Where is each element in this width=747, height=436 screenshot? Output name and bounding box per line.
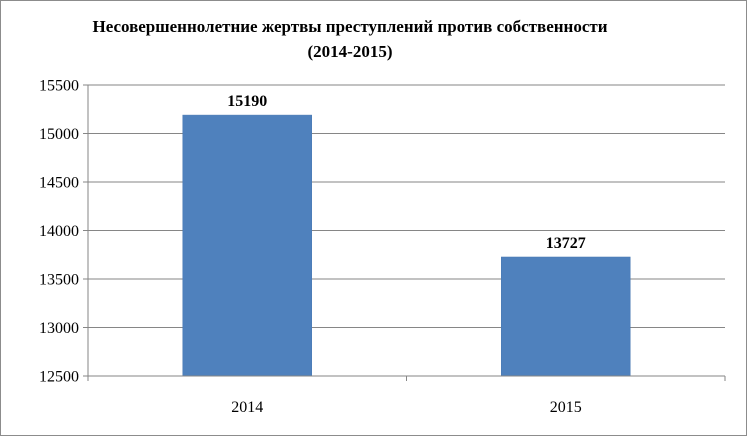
- data-label-2015: 13727: [546, 235, 586, 252]
- y-tick-label: 14000: [39, 223, 79, 240]
- bar-2014: [182, 114, 312, 377]
- x-tick-label-2014: 2014: [231, 399, 263, 416]
- y-tick-label: 15500: [39, 78, 79, 95]
- y-tick-label: 13000: [39, 320, 79, 337]
- data-label-2014: 15190: [227, 93, 267, 110]
- y-tick-label: 15000: [39, 126, 79, 143]
- y-tick-label: 12500: [39, 369, 79, 386]
- bar-2015: [501, 256, 631, 377]
- y-tick-label: 13500: [39, 272, 79, 289]
- chart-title: Несовершеннолетние жертвы преступлений п…: [92, 17, 608, 61]
- x-tick-label-2015: 2015: [550, 399, 582, 416]
- labels: 12500 13000 13500 14000 14500 15000 15500 15190…: [39, 78, 586, 417]
- y-tick-label: 14500: [39, 175, 79, 192]
- axes: [83, 84, 726, 381]
- bars: [182, 114, 631, 377]
